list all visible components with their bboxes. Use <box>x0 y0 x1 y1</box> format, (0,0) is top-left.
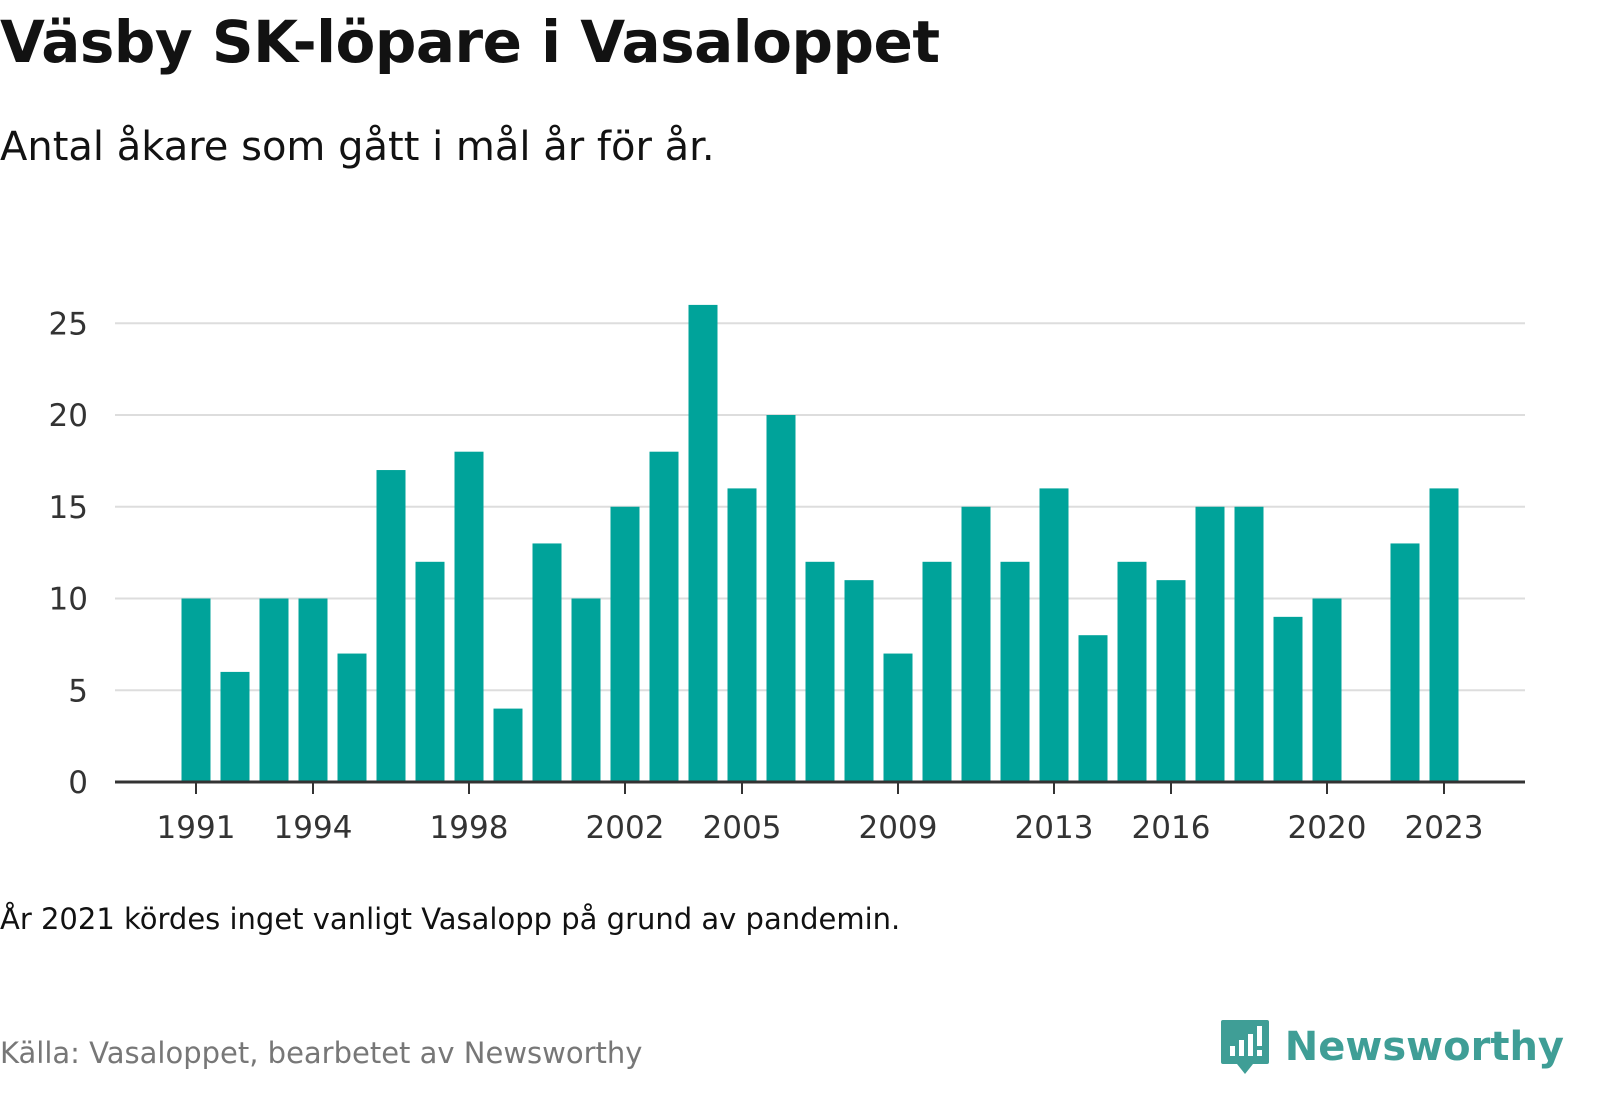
bar-2006 <box>766 415 796 782</box>
bar-2019 <box>1273 616 1303 782</box>
bar-2017 <box>1195 506 1225 782</box>
bar-chart: 0 5 10 15 20 25 1991 1994 1998 2002 2005 2009 2013 20… <box>49 304 1525 846</box>
brand-name: Newsworthy <box>1284 1024 1564 1070</box>
bar-1999 <box>493 708 523 782</box>
y-tick-label: 0 <box>68 765 88 801</box>
bar-1994 <box>298 598 328 782</box>
x-tick-label: 1998 <box>430 810 509 846</box>
bar-2015 <box>1117 561 1147 782</box>
chart-subtitle: Antal åkare som gått i mål år för år. <box>0 124 715 170</box>
x-tick-label: 2023 <box>1405 810 1484 846</box>
brand-logo: Newsworthy <box>1219 1018 1564 1076</box>
bar-2012 <box>1000 561 1030 782</box>
bar-2008 <box>844 580 874 782</box>
bar-2004 <box>688 304 718 782</box>
bar-2010 <box>922 561 952 782</box>
bar-2023 <box>1429 488 1459 782</box>
bar-1993 <box>259 598 289 782</box>
x-tick-label: 2013 <box>1015 810 1094 846</box>
bar-2022 <box>1390 543 1420 782</box>
bar-2009 <box>883 653 913 782</box>
bar-2011 <box>961 506 991 782</box>
y-tick-label: 5 <box>68 673 88 709</box>
bar-2016 <box>1156 580 1186 782</box>
bar-2002 <box>610 506 640 782</box>
y-tick-label: 20 <box>49 398 88 434</box>
bar-1991 <box>181 598 211 782</box>
y-tick-label: 25 <box>49 306 88 342</box>
bars <box>181 304 1459 782</box>
bar-2020 <box>1312 598 1342 782</box>
x-tick-label: 2009 <box>859 810 938 846</box>
bar-1995 <box>337 653 367 782</box>
x-tick-label: 2020 <box>1288 810 1367 846</box>
bar-2013 <box>1039 488 1069 782</box>
newsworthy-logo-icon <box>1220 1020 1269 1074</box>
bar-2007 <box>805 561 835 782</box>
x-tick-label: 1994 <box>274 810 353 846</box>
x-tick-label: 1991 <box>157 810 236 846</box>
bar-2003 <box>649 451 679 782</box>
bar-2018 <box>1234 506 1264 782</box>
bar-1992 <box>220 671 250 782</box>
bar-2000 <box>532 543 562 782</box>
bar-1998 <box>454 451 484 782</box>
x-tick-label: 2005 <box>703 810 782 846</box>
y-tick-label: 15 <box>49 490 88 526</box>
bar-1997 <box>415 561 445 782</box>
footnote: År 2021 kördes inget vanligt Vasalopp på… <box>0 902 901 936</box>
chart-title: Väsby SK-löpare i Vasaloppet <box>0 8 940 76</box>
source-line: Källa: Vasaloppet, bearbetet av Newswort… <box>0 1036 643 1070</box>
bar-1996 <box>376 470 406 782</box>
y-tick-label: 10 <box>49 582 88 618</box>
bar-2005 <box>727 488 757 782</box>
x-tick-label: 2016 <box>1132 810 1211 846</box>
bar-2014 <box>1078 635 1108 782</box>
x-tick-label: 2002 <box>586 810 665 846</box>
bar-2001 <box>571 598 601 782</box>
axes: 0 5 10 15 20 25 1991 1994 1998 2002 2005 2009 2013 20… <box>49 306 1525 846</box>
